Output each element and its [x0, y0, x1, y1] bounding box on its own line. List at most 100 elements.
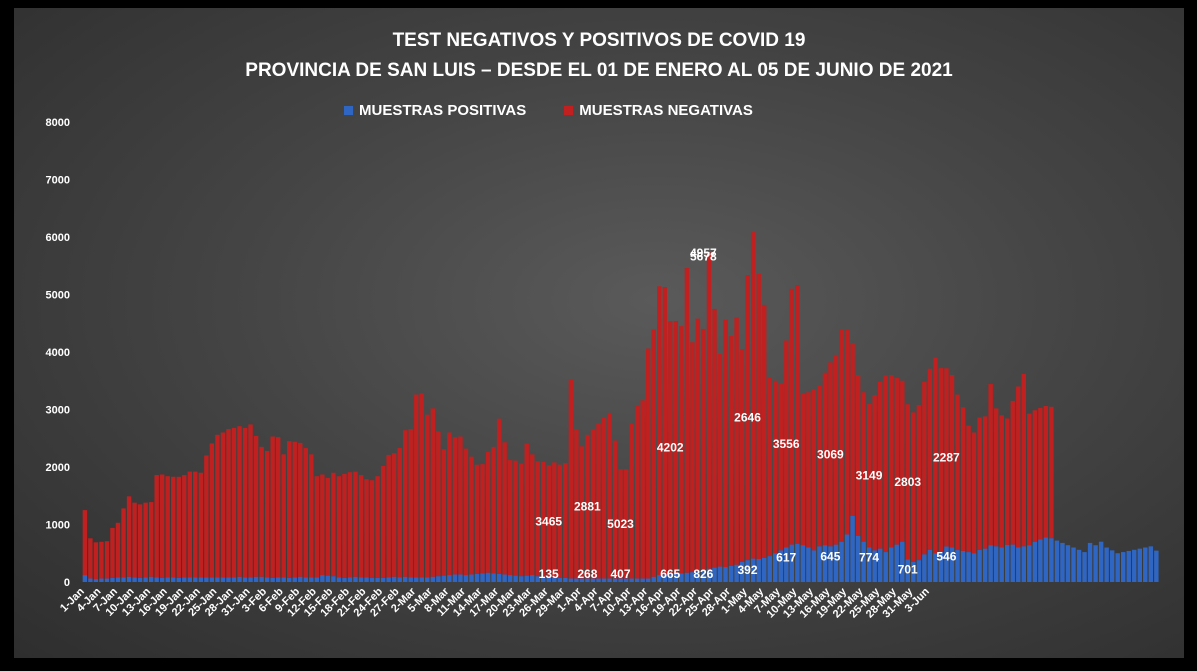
bar-positive: [988, 545, 993, 582]
bar-positive: [391, 576, 397, 582]
bar-positive: [380, 577, 386, 582]
bar-negative: [397, 448, 402, 578]
bar-positive: [684, 572, 690, 582]
bar-negative: [833, 354, 839, 545]
bar-positive: [872, 550, 877, 582]
bar-positive: [883, 552, 888, 582]
bar-negative: [966, 425, 971, 553]
bar-positive: [419, 577, 424, 582]
bar-positive: [115, 577, 121, 582]
bar-positive: [1154, 550, 1159, 582]
bar-positive: [817, 546, 822, 582]
bar-positive: [634, 578, 640, 582]
bar-positive: [773, 553, 778, 582]
bar-negative: [679, 326, 684, 574]
bar-negative: [253, 435, 259, 577]
bar-negative: [215, 434, 220, 578]
bar-positive: [1010, 544, 1015, 582]
bar-negative: [927, 368, 933, 550]
bar-negative: [701, 328, 706, 571]
bar-positive: [264, 577, 270, 582]
bar-negative: [1021, 373, 1027, 547]
bar-positive: [397, 577, 402, 582]
bar-negative: [248, 424, 253, 578]
bar-positive: [231, 577, 237, 582]
bar-negative: [817, 385, 822, 547]
bar-negative: [275, 437, 281, 578]
bar-positive: [657, 575, 662, 582]
bar-negative: [414, 394, 419, 578]
bar-positive: [778, 550, 783, 582]
bar-negative: [309, 454, 314, 578]
bar-positive: [1148, 546, 1154, 582]
bar-negative: [104, 541, 110, 579]
bar-positive: [1054, 540, 1060, 582]
bar-negative: [154, 475, 159, 578]
bar-negative: [474, 464, 480, 574]
bar-negative: [1016, 386, 1021, 548]
bar-negative: [491, 446, 496, 574]
bar-negative: [695, 318, 701, 572]
bar-positive: [762, 557, 767, 582]
bar-negative: [320, 474, 325, 576]
bar-negative: [877, 381, 883, 549]
legend-positive-swatch: [344, 106, 353, 115]
bar-negative: [391, 453, 397, 577]
bar-negative: [607, 412, 612, 579]
bar-negative: [1010, 400, 1015, 545]
bar-positive: [369, 577, 375, 582]
bar-negative: [110, 527, 115, 578]
bar-negative: [380, 465, 386, 578]
bar-positive: [132, 577, 137, 582]
bar-negative: [546, 465, 552, 578]
bar-positive: [767, 556, 772, 582]
bar-negative: [1032, 410, 1038, 542]
bar-positive: [993, 546, 999, 582]
bar-positive: [425, 577, 430, 582]
bar-negative: [579, 446, 585, 579]
bar-negative: [861, 392, 866, 542]
bar-negative: [281, 454, 286, 578]
bar-negative: [640, 400, 645, 579]
bar-negative: [916, 404, 922, 561]
data-label: 135: [539, 567, 559, 581]
bar-positive: [474, 573, 480, 582]
bar-negative: [706, 252, 712, 569]
bar-positive: [287, 577, 292, 582]
bar-positive: [982, 548, 988, 582]
bar-positive: [518, 576, 524, 582]
data-label: 774: [859, 551, 879, 565]
bar-positive: [469, 574, 474, 582]
bar-negative: [358, 475, 364, 578]
bar-positive: [1043, 537, 1049, 582]
bar-negative: [784, 340, 789, 548]
data-label: 2287: [933, 450, 960, 464]
bar-positive: [513, 575, 518, 582]
bar-negative: [535, 461, 540, 577]
y-tick-label: 4000: [46, 347, 70, 359]
bar-positive: [966, 552, 971, 582]
bar-positive: [1082, 552, 1087, 582]
bar-chart: 0100020003000400050006000700080001-Jan4-…: [46, 117, 1159, 620]
bar-positive: [938, 552, 944, 582]
legend: MUESTRAS POSITIVAS MUESTRAS NEGATIVAS: [344, 102, 753, 119]
bar-negative: [745, 275, 750, 561]
bar-positive: [1049, 538, 1054, 582]
legend-negative: MUESTRAS NEGATIVAS: [564, 102, 753, 119]
bar-negative: [469, 456, 474, 575]
bar-positive: [618, 578, 623, 582]
chart-title: TEST NEGATIVOS Y POSITIVOS DE COVID 19: [392, 30, 806, 51]
bar-negative: [1038, 407, 1043, 540]
bar-positive: [237, 576, 242, 582]
bar-negative: [993, 408, 999, 547]
bar-positive: [259, 576, 264, 582]
bar-positive: [596, 578, 601, 582]
bar-positive: [110, 577, 115, 582]
bar-negative: [850, 343, 855, 516]
bar-positive: [331, 576, 336, 582]
bar-negative: [563, 462, 568, 578]
bar-negative: [314, 476, 320, 578]
bar-negative: [143, 502, 148, 578]
bar-negative: [773, 380, 778, 554]
bar-negative: [623, 469, 629, 579]
